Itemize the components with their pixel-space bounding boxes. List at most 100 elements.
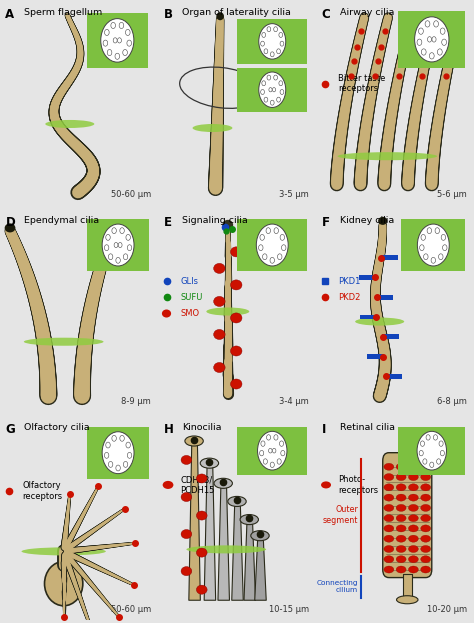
Ellipse shape bbox=[409, 535, 419, 542]
Text: Retinal cilia: Retinal cilia bbox=[340, 424, 395, 432]
Ellipse shape bbox=[384, 484, 394, 491]
Circle shape bbox=[441, 234, 446, 240]
Ellipse shape bbox=[396, 535, 406, 542]
Text: SMO: SMO bbox=[180, 309, 200, 318]
Circle shape bbox=[426, 435, 430, 440]
Circle shape bbox=[430, 462, 434, 467]
Text: C: C bbox=[321, 8, 330, 21]
Circle shape bbox=[118, 242, 122, 247]
Circle shape bbox=[429, 53, 434, 59]
Text: Airway cilia: Airway cilia bbox=[340, 8, 394, 17]
Bar bbox=[401, 219, 465, 271]
Ellipse shape bbox=[230, 313, 242, 323]
Circle shape bbox=[109, 254, 113, 260]
Circle shape bbox=[418, 224, 449, 266]
Circle shape bbox=[270, 52, 274, 57]
Ellipse shape bbox=[409, 515, 419, 521]
Bar bbox=[237, 19, 308, 64]
Ellipse shape bbox=[420, 546, 431, 553]
Text: PKD1: PKD1 bbox=[338, 277, 361, 286]
Circle shape bbox=[280, 41, 284, 46]
Circle shape bbox=[419, 450, 423, 456]
Ellipse shape bbox=[409, 525, 419, 532]
Circle shape bbox=[116, 257, 120, 264]
Text: GLIs: GLIs bbox=[180, 277, 198, 286]
Bar bbox=[383, 335, 400, 339]
Ellipse shape bbox=[420, 473, 431, 480]
Circle shape bbox=[273, 27, 277, 32]
Text: 3-5 μm: 3-5 μm bbox=[279, 189, 309, 199]
Circle shape bbox=[118, 38, 121, 43]
Ellipse shape bbox=[420, 535, 431, 542]
Ellipse shape bbox=[216, 12, 224, 20]
Bar bbox=[359, 275, 376, 280]
Circle shape bbox=[259, 72, 286, 107]
Circle shape bbox=[262, 32, 265, 37]
Circle shape bbox=[263, 254, 267, 260]
Ellipse shape bbox=[409, 473, 419, 480]
Circle shape bbox=[120, 228, 124, 234]
Ellipse shape bbox=[384, 505, 394, 511]
Ellipse shape bbox=[5, 224, 15, 232]
Ellipse shape bbox=[409, 494, 419, 501]
Text: Bitter taste
receptors: Bitter taste receptors bbox=[338, 74, 386, 93]
Circle shape bbox=[270, 462, 274, 467]
Circle shape bbox=[273, 75, 277, 80]
Ellipse shape bbox=[384, 566, 394, 573]
Circle shape bbox=[102, 432, 134, 473]
Circle shape bbox=[261, 90, 264, 95]
Text: 5-6 μm: 5-6 μm bbox=[438, 189, 467, 199]
Ellipse shape bbox=[420, 464, 431, 470]
Circle shape bbox=[438, 49, 442, 55]
Circle shape bbox=[263, 459, 267, 464]
Circle shape bbox=[273, 88, 275, 92]
Text: Photo-
receptors: Photo- receptors bbox=[338, 475, 378, 495]
Bar bbox=[385, 374, 402, 379]
Ellipse shape bbox=[396, 473, 406, 480]
Circle shape bbox=[438, 254, 443, 260]
Ellipse shape bbox=[384, 464, 394, 470]
Ellipse shape bbox=[21, 548, 106, 556]
Circle shape bbox=[104, 452, 109, 459]
Circle shape bbox=[126, 442, 130, 448]
Circle shape bbox=[103, 40, 108, 46]
Ellipse shape bbox=[230, 247, 242, 257]
Bar bbox=[398, 11, 465, 67]
Ellipse shape bbox=[200, 458, 219, 468]
Ellipse shape bbox=[46, 120, 94, 128]
Text: Signaling cilia: Signaling cilia bbox=[182, 216, 247, 225]
Circle shape bbox=[423, 459, 427, 464]
Ellipse shape bbox=[396, 566, 406, 573]
Circle shape bbox=[258, 245, 263, 250]
Text: A: A bbox=[5, 8, 15, 21]
Bar bbox=[360, 315, 377, 320]
Ellipse shape bbox=[214, 297, 225, 307]
Ellipse shape bbox=[181, 492, 192, 502]
Circle shape bbox=[437, 459, 441, 464]
Circle shape bbox=[277, 49, 281, 54]
Ellipse shape bbox=[397, 596, 418, 604]
Circle shape bbox=[126, 29, 130, 36]
Ellipse shape bbox=[420, 515, 431, 521]
Circle shape bbox=[425, 21, 430, 27]
Bar bbox=[237, 427, 308, 475]
Ellipse shape bbox=[230, 280, 242, 290]
Text: 50-60 μm: 50-60 μm bbox=[111, 189, 151, 199]
Circle shape bbox=[421, 234, 426, 240]
Ellipse shape bbox=[222, 220, 233, 230]
Circle shape bbox=[270, 257, 274, 264]
Text: I: I bbox=[321, 424, 326, 437]
Circle shape bbox=[274, 435, 278, 440]
Ellipse shape bbox=[321, 482, 331, 488]
Circle shape bbox=[273, 449, 276, 453]
Ellipse shape bbox=[396, 505, 406, 511]
Circle shape bbox=[104, 245, 109, 250]
Circle shape bbox=[434, 21, 438, 27]
Circle shape bbox=[128, 452, 132, 459]
Circle shape bbox=[266, 435, 271, 440]
Ellipse shape bbox=[396, 546, 406, 553]
Circle shape bbox=[280, 441, 283, 446]
Circle shape bbox=[431, 257, 436, 264]
Circle shape bbox=[116, 465, 120, 471]
Text: 10-15 μm: 10-15 μm bbox=[269, 605, 309, 614]
